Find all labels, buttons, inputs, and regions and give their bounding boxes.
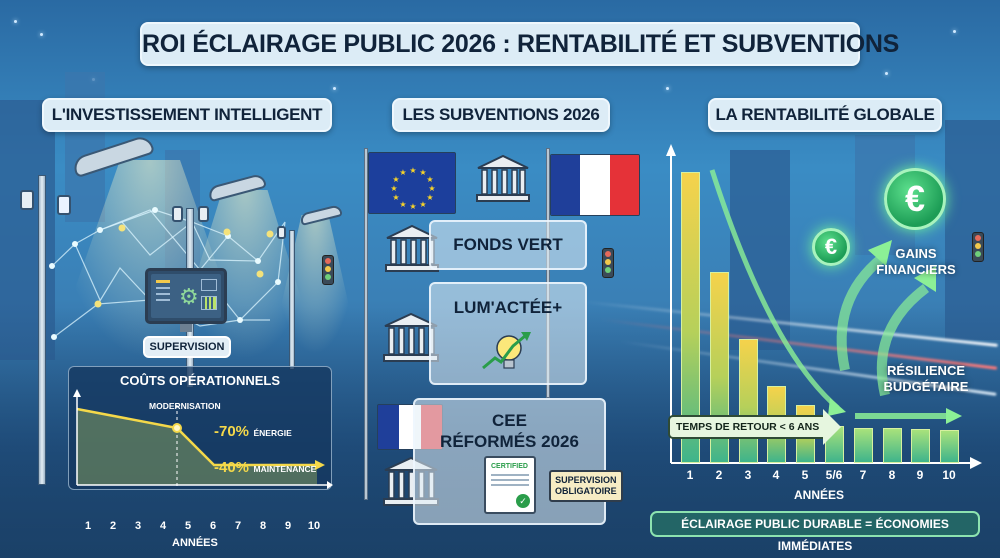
x-tick: 8 (888, 468, 896, 482)
energy-savings-annotation: -70% ÉNERGIE (214, 423, 292, 440)
bar-year-1 (681, 172, 700, 463)
page-title: ROI ÉCLAIRAGE PUBLIC 2026 : RENTABILITÉ … (140, 22, 899, 66)
traffic-light-icon (322, 255, 334, 285)
x-tick: 7 (234, 520, 242, 532)
svg-text:★: ★ (428, 184, 435, 193)
section-heading-investment: L'INVESTISSEMENT INTELLIGENT (42, 98, 332, 132)
svg-text:★: ★ (426, 175, 433, 184)
wifi-sensor-icon (198, 206, 209, 222)
checkmark-badge-icon: ✓ (516, 494, 530, 508)
svg-text:★: ★ (409, 202, 416, 211)
x-tick: 9 (284, 520, 292, 532)
sensor-box-icon (277, 226, 286, 239)
x-tick: 5 (801, 468, 809, 482)
bar-year-9 (911, 429, 930, 463)
x-tick: 7 (859, 468, 867, 482)
x-tick: 3 (744, 468, 752, 482)
profitability-bar-chart-axes (666, 144, 982, 469)
street-lamp-post (38, 175, 46, 485)
bar-year-8 (883, 428, 902, 463)
svg-text:★: ★ (399, 168, 406, 177)
x-tick: 6 (209, 520, 217, 532)
flag-pole (364, 148, 368, 500)
traffic-light-icon (602, 248, 614, 278)
certificate-icon: CERTIFIED ✓ (484, 456, 536, 514)
traffic-light-icon (972, 232, 984, 262)
cost-line-chart (73, 389, 333, 489)
star-decoration (885, 72, 888, 75)
svg-text:★: ★ (419, 200, 426, 209)
payback-arrow-tip (823, 409, 841, 445)
x-tick: 4 (159, 520, 167, 532)
svg-text:★: ★ (392, 175, 399, 184)
building-silhouette (65, 72, 105, 222)
maintenance-savings-annotation: -40% MAINTENANCE (214, 459, 317, 476)
eu-flag-icon: ★ ★ ★ ★ ★ ★ ★ ★ ★ ★ ★ ★ (368, 152, 456, 214)
bar-year-3 (739, 339, 758, 463)
operational-costs-chart: COÛTS OPÉRATIONNELS MODERNISATION -70% É… (68, 366, 333, 490)
payback-period-label: TEMPS DE RETOUR < 6 ANS (668, 415, 828, 439)
svg-text:★: ★ (399, 200, 406, 209)
budget-resilience-label: RÉSILIENCE BUDGÉTAIRE (883, 363, 969, 394)
star-decoration (40, 33, 43, 36)
wifi-sensor-icon (57, 195, 71, 215)
financial-gains-label: GAINS FINANCIERS (876, 246, 956, 277)
euro-coin-icon: € (884, 168, 946, 230)
x-tick: 3 (134, 520, 142, 532)
section-heading-profitability: LA RENTABILITÉ GLOBALE (708, 98, 942, 132)
x-axis-label: ANNÉES (172, 537, 218, 549)
sensor-box-icon (20, 190, 34, 210)
star-decoration (666, 87, 669, 90)
star-decoration (333, 87, 336, 90)
x-tick: 1 (686, 468, 694, 482)
modernisation-marker-label: MODERNISATION (149, 401, 221, 411)
svg-text:★: ★ (426, 193, 433, 202)
chart-title: COÛTS OPÉRATIONNELS (119, 373, 281, 388)
subsidy-card-lumactee: LUM'ACTÉE+ (429, 282, 587, 385)
x-axis-label: ANNÉES (794, 488, 845, 502)
x-tick: 9 (916, 468, 924, 482)
supervision-monitor-icon: ⚙ (145, 268, 227, 324)
x-tick: 5/6 (825, 468, 843, 482)
monitor-stand (180, 324, 192, 332)
bar-year-10 (940, 430, 959, 463)
svg-text:★: ★ (419, 168, 426, 177)
x-tick: 4 (772, 468, 780, 482)
star-decoration (14, 20, 17, 23)
x-tick: 1 (84, 520, 92, 532)
svg-text:★: ★ (409, 166, 416, 175)
mandatory-supervision-tag: SUPERVISION OBLIGATOIRE (549, 470, 623, 502)
footer-tagline: ÉCLAIRAGE PUBLIC DURABLE = ÉCONOMIES IMM… (650, 511, 980, 553)
subsidy-card-fonds-vert: FONDS VERT (429, 220, 587, 270)
supervision-label: SUPERVISION (143, 336, 231, 358)
sensor-box-icon (172, 206, 183, 222)
lightbulb-growth-icon (482, 332, 531, 370)
bar-year-7 (854, 428, 873, 463)
star-decoration (953, 30, 956, 33)
france-flag-icon (550, 154, 640, 216)
x-tick: 10 (942, 468, 956, 482)
gear-icon: ⚙ (179, 284, 199, 309)
x-tick: 8 (259, 520, 267, 532)
euro-coin-icon: € (812, 228, 850, 266)
svg-text:★: ★ (392, 193, 399, 202)
section-heading-subsidies: LES SUBVENTIONS 2026 (392, 98, 610, 132)
svg-text:★: ★ (390, 184, 397, 193)
x-tick: 10 (307, 520, 321, 532)
x-tick: 5 (184, 520, 192, 532)
x-tick: 2 (715, 468, 723, 482)
x-tick: 2 (109, 520, 117, 532)
street-lamp-post (289, 230, 295, 370)
flag-pole (546, 148, 550, 398)
government-building-icon (476, 154, 530, 202)
